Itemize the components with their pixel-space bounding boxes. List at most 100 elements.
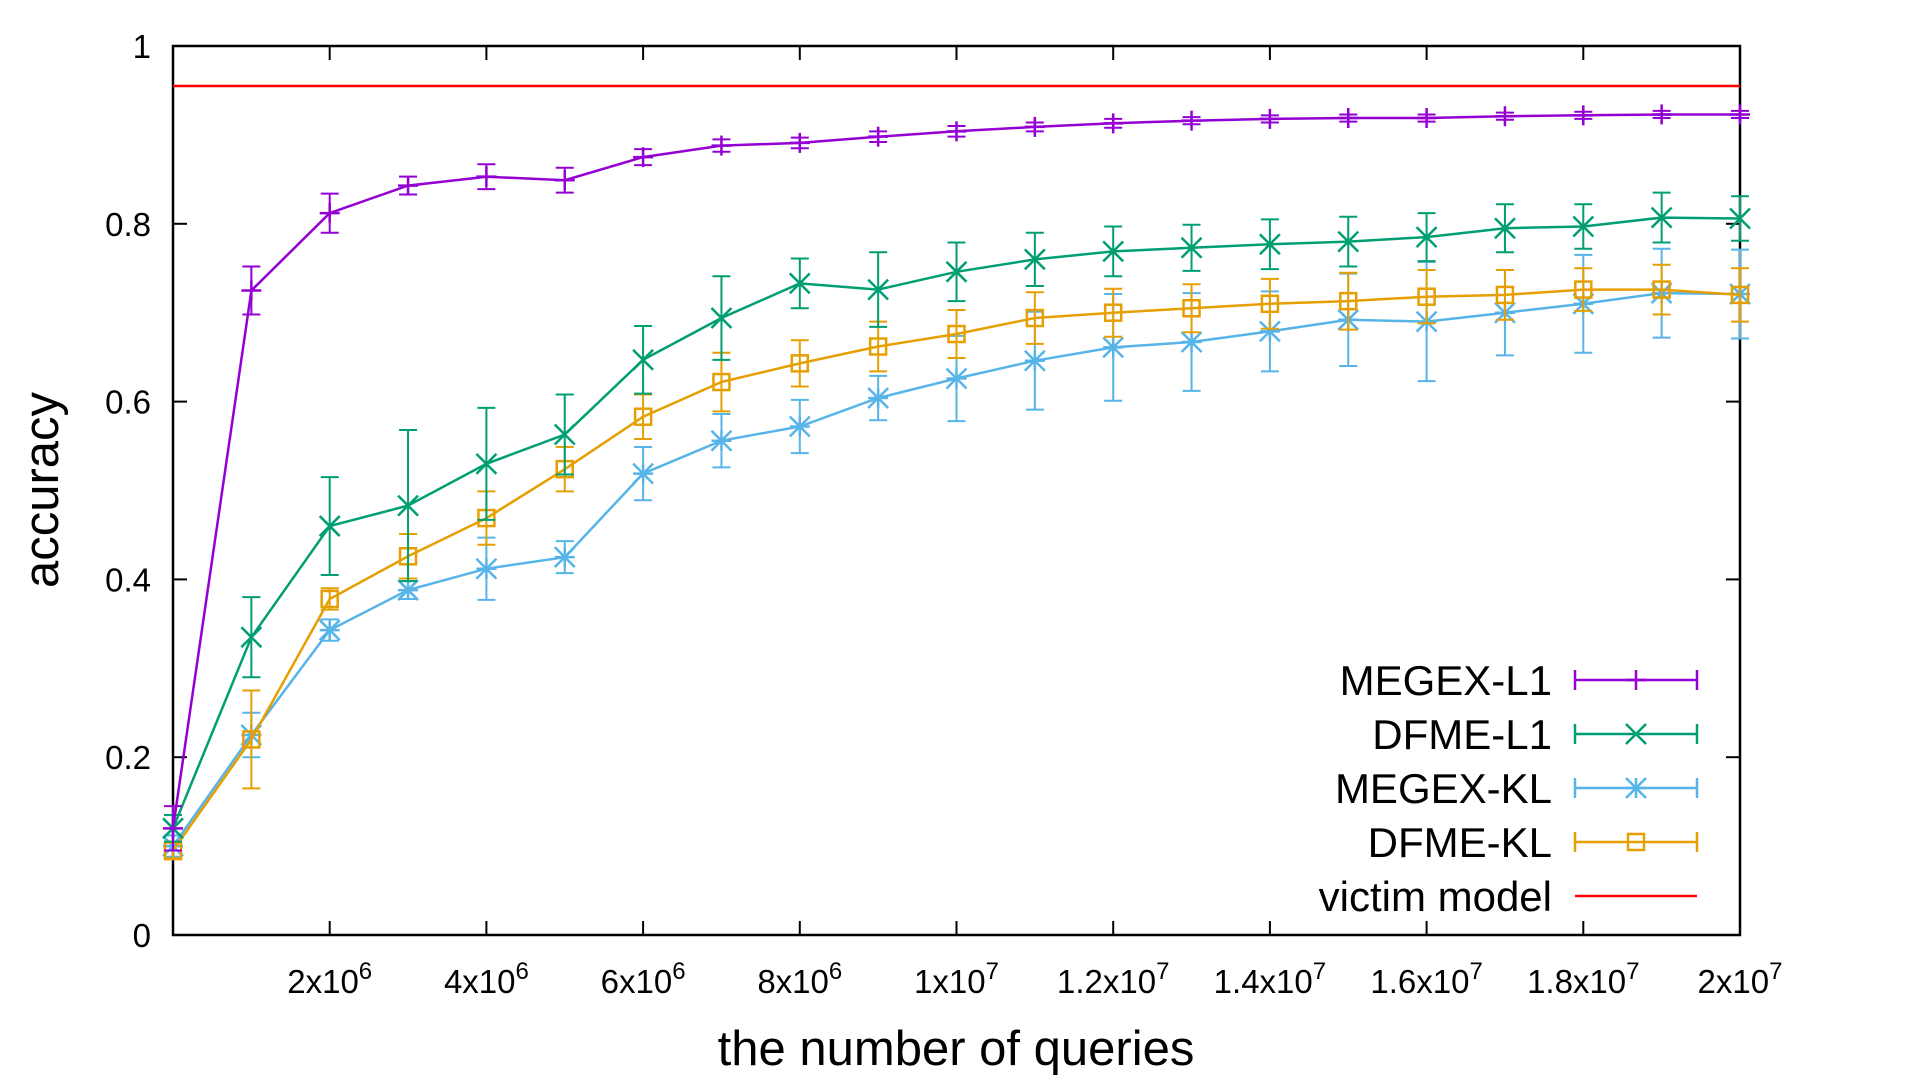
marker-stroke xyxy=(397,494,419,517)
legend-item: MEGEX-L1 xyxy=(1340,657,1699,704)
marker-stroke xyxy=(475,557,498,580)
x-tick-label-exponent: 6 xyxy=(829,958,842,985)
x-tick-label-base: 6x10 xyxy=(601,963,673,1000)
x-tick-label: 6x106 xyxy=(601,958,686,1000)
data-point-marker xyxy=(1415,226,1438,249)
data-point-marker xyxy=(320,589,339,609)
data-point-marker xyxy=(712,372,731,392)
marker-stroke xyxy=(1102,240,1125,263)
data-point-marker xyxy=(1651,104,1672,125)
marker-stroke xyxy=(242,730,261,749)
marker-stroke xyxy=(788,272,811,295)
data-point-marker xyxy=(788,272,811,295)
marker-stroke xyxy=(1625,723,1647,745)
x-tick-label-base: 1.2x10 xyxy=(1057,963,1156,1000)
x-tick-label-base: 4x10 xyxy=(444,963,516,1000)
data-point-marker xyxy=(553,546,576,569)
marker-stroke xyxy=(1180,236,1203,259)
data-point-marker xyxy=(1625,777,1647,799)
data-point-marker xyxy=(632,348,654,371)
y-tick-label: 0.2 xyxy=(105,739,151,776)
marker-stroke xyxy=(1652,280,1671,299)
legend-item: victim model xyxy=(1319,873,1697,920)
x-tick-label-exponent: 7 xyxy=(1313,958,1326,985)
x-axis-title: the number of queries xyxy=(718,1022,1195,1076)
data-point-marker xyxy=(945,260,968,283)
marker-stroke xyxy=(318,515,341,537)
x-tick-label-base: 2x10 xyxy=(1698,963,1770,1000)
data-point-marker xyxy=(1181,110,1202,131)
x-tick-label-exponent: 7 xyxy=(1626,958,1639,985)
marker-stroke xyxy=(1103,303,1123,322)
marker-stroke xyxy=(240,626,263,649)
marker-stroke xyxy=(710,429,733,452)
y-tick-label: 0.8 xyxy=(105,206,151,243)
data-point-marker xyxy=(868,337,888,356)
x-tick-label: 1.2x107 xyxy=(1057,958,1169,1000)
data-point-marker xyxy=(867,278,890,301)
data-point-marker xyxy=(1729,207,1751,230)
data-point-marker xyxy=(1102,240,1125,263)
x-tick-label-exponent: 6 xyxy=(516,958,529,985)
marker-stroke xyxy=(320,589,339,609)
data-point-marker xyxy=(867,387,890,409)
marker-stroke xyxy=(1180,331,1203,353)
data-point-marker xyxy=(1259,108,1280,129)
marker-stroke xyxy=(1337,230,1360,253)
data-point-marker xyxy=(1626,670,1646,690)
marker-stroke xyxy=(1650,206,1673,229)
data-point-marker xyxy=(1417,287,1436,306)
marker-stroke xyxy=(1626,832,1646,852)
legend-label: MEGEX-KL xyxy=(1335,765,1552,812)
data-point-marker xyxy=(397,494,419,517)
data-point-marker xyxy=(475,557,498,580)
data-point-marker xyxy=(319,203,340,224)
y-tick-label: 0.6 xyxy=(105,384,151,421)
legend-label: DFME-L1 xyxy=(1372,711,1552,758)
data-point-marker xyxy=(632,462,654,485)
x-tick-label-base: 1.8x10 xyxy=(1527,963,1626,1000)
marker-stroke xyxy=(945,367,968,390)
data-point-marker xyxy=(398,175,419,196)
data-point-marker xyxy=(868,126,889,147)
data-point-marker xyxy=(1103,303,1123,322)
marker-stroke xyxy=(1260,294,1280,314)
marker-stroke xyxy=(1574,280,1593,299)
series-layer xyxy=(162,84,1751,861)
marker-stroke xyxy=(868,337,888,356)
marker-stroke xyxy=(632,348,654,371)
marker-stroke xyxy=(553,423,576,446)
x-tick-label: 1x107 xyxy=(914,958,999,1000)
marker-stroke xyxy=(1182,299,1201,318)
marker-stroke xyxy=(632,462,654,485)
marker-stroke xyxy=(945,260,968,283)
data-point-marker xyxy=(1338,108,1359,129)
data-point-marker xyxy=(1103,113,1124,134)
x-tick-label-base: 1.4x10 xyxy=(1214,963,1313,1000)
x-tick-label: 1.8x107 xyxy=(1527,958,1639,1000)
data-point-marker xyxy=(242,730,261,749)
data-point-marker xyxy=(318,515,341,537)
x-tick-label-base: 2x10 xyxy=(287,963,359,1000)
data-point-marker xyxy=(1024,116,1045,137)
legend: MEGEX-L1 DFME-L1 MEGEX-KL DFME-KL victim mod… xyxy=(1319,657,1699,920)
marker-stroke xyxy=(1417,287,1436,306)
marker-stroke xyxy=(712,372,731,392)
data-point-marker xyxy=(476,166,497,187)
marker-stroke xyxy=(1495,285,1515,305)
marker-stroke xyxy=(1102,336,1125,359)
data-point-marker xyxy=(789,132,810,153)
data-point-marker xyxy=(1023,248,1046,271)
data-point-marker xyxy=(1494,217,1516,240)
data-point-marker xyxy=(947,324,966,344)
legend-label: MEGEX-L1 xyxy=(1340,657,1552,704)
data-point-marker xyxy=(1495,285,1515,305)
marker-stroke xyxy=(1730,285,1750,305)
data-point-marker xyxy=(1652,280,1671,299)
marker-stroke xyxy=(1339,291,1358,311)
data-point-marker xyxy=(1180,236,1203,259)
marker-stroke xyxy=(1259,320,1281,343)
data-point-marker xyxy=(397,579,419,601)
legend-item: DFME-KL xyxy=(1368,819,1699,866)
series-megex-l1 xyxy=(163,104,1750,852)
